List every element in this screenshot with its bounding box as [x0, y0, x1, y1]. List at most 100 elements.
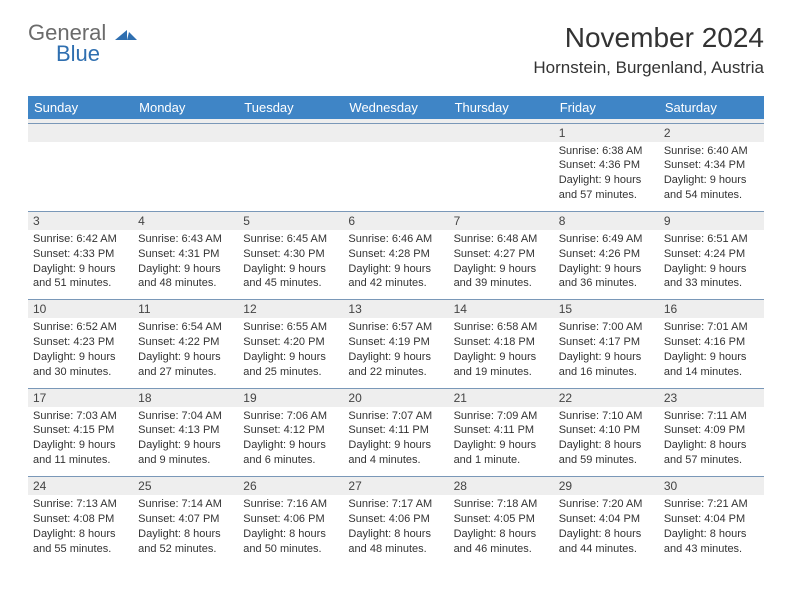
day-cell	[449, 123, 554, 211]
daylight-text-1: Daylight: 8 hours	[559, 527, 654, 542]
sunrise-text: Sunrise: 7:04 AM	[138, 409, 233, 424]
day-number: 14	[449, 300, 554, 318]
empty-daynum-bar	[133, 124, 238, 142]
day-cell	[343, 123, 448, 211]
day-details: Sunrise: 6:38 AMSunset: 4:36 PMDaylight:…	[554, 142, 659, 211]
day-number: 8	[554, 212, 659, 230]
sunset-text: Sunset: 4:13 PM	[138, 423, 233, 438]
day-number: 4	[133, 212, 238, 230]
day-number: 2	[659, 124, 764, 142]
day-number: 15	[554, 300, 659, 318]
sunset-text: Sunset: 4:09 PM	[664, 423, 759, 438]
daylight-text-2: and 57 minutes.	[664, 453, 759, 468]
day-details: Sunrise: 7:21 AMSunset: 4:04 PMDaylight:…	[659, 495, 764, 564]
sunset-text: Sunset: 4:04 PM	[559, 512, 654, 527]
sunset-text: Sunset: 4:11 PM	[454, 423, 549, 438]
day-header-cell: Tuesday	[238, 96, 343, 119]
daylight-text-1: Daylight: 9 hours	[33, 262, 128, 277]
sunset-text: Sunset: 4:26 PM	[559, 247, 654, 262]
daylight-text-2: and 4 minutes.	[348, 453, 443, 468]
day-number: 13	[343, 300, 448, 318]
sunrise-text: Sunrise: 6:43 AM	[138, 232, 233, 247]
day-details: Sunrise: 6:52 AMSunset: 4:23 PMDaylight:…	[28, 318, 133, 387]
day-cell: 13Sunrise: 6:57 AMSunset: 4:19 PMDayligh…	[343, 300, 448, 388]
day-number: 25	[133, 477, 238, 495]
day-details: Sunrise: 7:20 AMSunset: 4:04 PMDaylight:…	[554, 495, 659, 564]
daylight-text-1: Daylight: 9 hours	[33, 438, 128, 453]
day-cell: 26Sunrise: 7:16 AMSunset: 4:06 PMDayligh…	[238, 477, 343, 565]
sunset-text: Sunset: 4:10 PM	[559, 423, 654, 438]
day-cell: 23Sunrise: 7:11 AMSunset: 4:09 PMDayligh…	[659, 388, 764, 476]
sunrise-text: Sunrise: 7:16 AM	[243, 497, 338, 512]
daylight-text-2: and 46 minutes.	[454, 542, 549, 557]
sunset-text: Sunset: 4:18 PM	[454, 335, 549, 350]
sunrise-text: Sunrise: 7:20 AM	[559, 497, 654, 512]
day-cell: 8Sunrise: 6:49 AMSunset: 4:26 PMDaylight…	[554, 211, 659, 299]
day-details: Sunrise: 6:51 AMSunset: 4:24 PMDaylight:…	[659, 230, 764, 299]
daylight-text-1: Daylight: 9 hours	[348, 262, 443, 277]
day-details: Sunrise: 6:58 AMSunset: 4:18 PMDaylight:…	[449, 318, 554, 387]
daylight-text-1: Daylight: 9 hours	[664, 173, 759, 188]
empty-daynum-bar	[238, 124, 343, 142]
sunrise-text: Sunrise: 6:57 AM	[348, 320, 443, 335]
sunset-text: Sunset: 4:07 PM	[138, 512, 233, 527]
daylight-text-2: and 16 minutes.	[559, 365, 654, 380]
daylight-text-2: and 52 minutes.	[138, 542, 233, 557]
empty-day-body	[133, 142, 238, 198]
daylight-text-2: and 54 minutes.	[664, 188, 759, 203]
daylight-text-2: and 42 minutes.	[348, 276, 443, 291]
day-details: Sunrise: 7:00 AMSunset: 4:17 PMDaylight:…	[554, 318, 659, 387]
day-number: 27	[343, 477, 448, 495]
empty-daynum-bar	[28, 124, 133, 142]
day-cell: 24Sunrise: 7:13 AMSunset: 4:08 PMDayligh…	[28, 477, 133, 565]
day-cell: 25Sunrise: 7:14 AMSunset: 4:07 PMDayligh…	[133, 477, 238, 565]
day-number: 10	[28, 300, 133, 318]
day-number: 21	[449, 389, 554, 407]
day-details: Sunrise: 7:13 AMSunset: 4:08 PMDaylight:…	[28, 495, 133, 564]
sunrise-text: Sunrise: 7:14 AM	[138, 497, 233, 512]
day-cell: 7Sunrise: 6:48 AMSunset: 4:27 PMDaylight…	[449, 211, 554, 299]
day-number: 5	[238, 212, 343, 230]
day-details: Sunrise: 6:46 AMSunset: 4:28 PMDaylight:…	[343, 230, 448, 299]
sunset-text: Sunset: 4:36 PM	[559, 158, 654, 173]
day-cell: 1Sunrise: 6:38 AMSunset: 4:36 PMDaylight…	[554, 123, 659, 211]
daylight-text-2: and 44 minutes.	[559, 542, 654, 557]
daylight-text-1: Daylight: 9 hours	[348, 350, 443, 365]
day-details: Sunrise: 7:18 AMSunset: 4:05 PMDaylight:…	[449, 495, 554, 564]
empty-day-body	[28, 142, 133, 198]
empty-day-body	[449, 142, 554, 198]
daylight-text-1: Daylight: 9 hours	[243, 262, 338, 277]
daylight-text-1: Daylight: 9 hours	[348, 438, 443, 453]
day-cell: 28Sunrise: 7:18 AMSunset: 4:05 PMDayligh…	[449, 477, 554, 565]
day-number: 3	[28, 212, 133, 230]
day-number: 9	[659, 212, 764, 230]
daylight-text-2: and 22 minutes.	[348, 365, 443, 380]
daylight-text-1: Daylight: 8 hours	[454, 527, 549, 542]
calendar-table: SundayMondayTuesdayWednesdayThursdayFrid…	[28, 96, 764, 564]
day-number: 19	[238, 389, 343, 407]
day-details: Sunrise: 7:03 AMSunset: 4:15 PMDaylight:…	[28, 407, 133, 476]
daylight-text-2: and 30 minutes.	[33, 365, 128, 380]
day-details: Sunrise: 6:48 AMSunset: 4:27 PMDaylight:…	[449, 230, 554, 299]
sunrise-text: Sunrise: 6:48 AM	[454, 232, 549, 247]
day-cell: 12Sunrise: 6:55 AMSunset: 4:20 PMDayligh…	[238, 300, 343, 388]
sunset-text: Sunset: 4:27 PM	[454, 247, 549, 262]
sunset-text: Sunset: 4:06 PM	[243, 512, 338, 527]
daylight-text-2: and 9 minutes.	[138, 453, 233, 468]
day-cell: 6Sunrise: 6:46 AMSunset: 4:28 PMDaylight…	[343, 211, 448, 299]
day-header-row: SundayMondayTuesdayWednesdayThursdayFrid…	[28, 96, 764, 119]
sunset-text: Sunset: 4:05 PM	[454, 512, 549, 527]
day-number: 23	[659, 389, 764, 407]
day-cell: 10Sunrise: 6:52 AMSunset: 4:23 PMDayligh…	[28, 300, 133, 388]
sunset-text: Sunset: 4:24 PM	[664, 247, 759, 262]
week-row: 10Sunrise: 6:52 AMSunset: 4:23 PMDayligh…	[28, 300, 764, 388]
daylight-text-2: and 51 minutes.	[33, 276, 128, 291]
sunrise-text: Sunrise: 6:40 AM	[664, 144, 759, 159]
sunrise-text: Sunrise: 7:11 AM	[664, 409, 759, 424]
day-cell	[133, 123, 238, 211]
day-number: 12	[238, 300, 343, 318]
day-cell: 4Sunrise: 6:43 AMSunset: 4:31 PMDaylight…	[133, 211, 238, 299]
empty-daynum-bar	[449, 124, 554, 142]
day-number: 16	[659, 300, 764, 318]
sunrise-text: Sunrise: 6:52 AM	[33, 320, 128, 335]
